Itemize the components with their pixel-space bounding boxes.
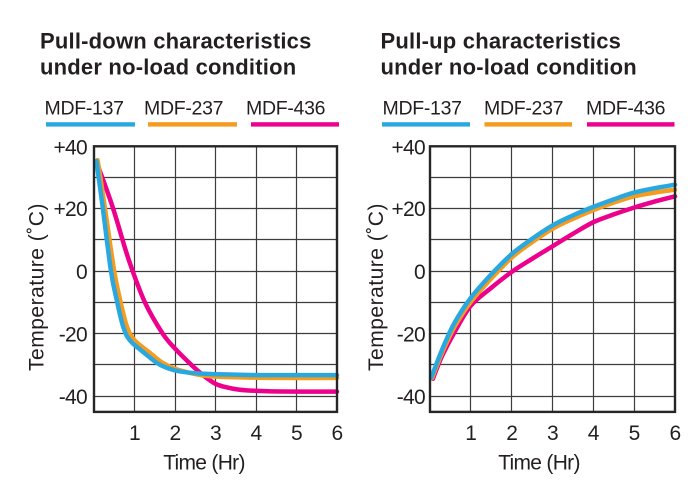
svg-text:Time (Hr): Time (Hr)	[163, 451, 245, 474]
svg-text:+20: +20	[391, 198, 425, 221]
svg-text:Pull-up characteristics: Pull-up characteristics	[381, 29, 622, 54]
svg-text:Time (Hr): Time (Hr)	[498, 451, 580, 474]
svg-text:6: 6	[670, 422, 681, 445]
svg-text:+20: +20	[53, 198, 87, 221]
svg-text:0: 0	[76, 261, 87, 284]
svg-text:-20: -20	[59, 323, 87, 346]
svg-text:+40: +40	[53, 136, 87, 159]
svg-text:under no-load condition: under no-load condition	[381, 54, 637, 79]
svg-text:-40: -40	[397, 386, 425, 409]
svg-text:MDF-237: MDF-237	[144, 98, 223, 120]
svg-text:5: 5	[629, 422, 640, 445]
svg-text:-40: -40	[59, 386, 87, 409]
svg-text:6: 6	[332, 422, 343, 445]
svg-text:1: 1	[129, 422, 140, 445]
svg-text:1: 1	[465, 422, 476, 445]
svg-text:3: 3	[547, 422, 558, 445]
svg-text:-20: -20	[397, 323, 425, 346]
svg-text:Pull-down characteristics: Pull-down characteristics	[40, 29, 312, 54]
svg-text:Temperature (˚C): Temperature (˚C)	[26, 203, 49, 371]
svg-text:4: 4	[588, 422, 600, 445]
svg-text:0: 0	[414, 261, 425, 284]
svg-text:MDF-137: MDF-137	[45, 98, 124, 120]
svg-text:2: 2	[170, 422, 181, 445]
svg-text:under no-load condition: under no-load condition	[40, 54, 296, 79]
svg-text:3: 3	[210, 422, 221, 445]
svg-text:+40: +40	[391, 136, 425, 159]
svg-text:4: 4	[251, 422, 263, 445]
svg-text:MDF-137: MDF-137	[383, 98, 462, 120]
svg-text:MDF-237: MDF-237	[484, 98, 563, 120]
svg-text:5: 5	[291, 422, 302, 445]
svg-text:2: 2	[506, 422, 517, 445]
svg-text:MDF-436: MDF-436	[246, 98, 325, 120]
svg-text:MDF-436: MDF-436	[586, 98, 665, 120]
svg-text:Temperature (˚C): Temperature (˚C)	[365, 203, 388, 371]
